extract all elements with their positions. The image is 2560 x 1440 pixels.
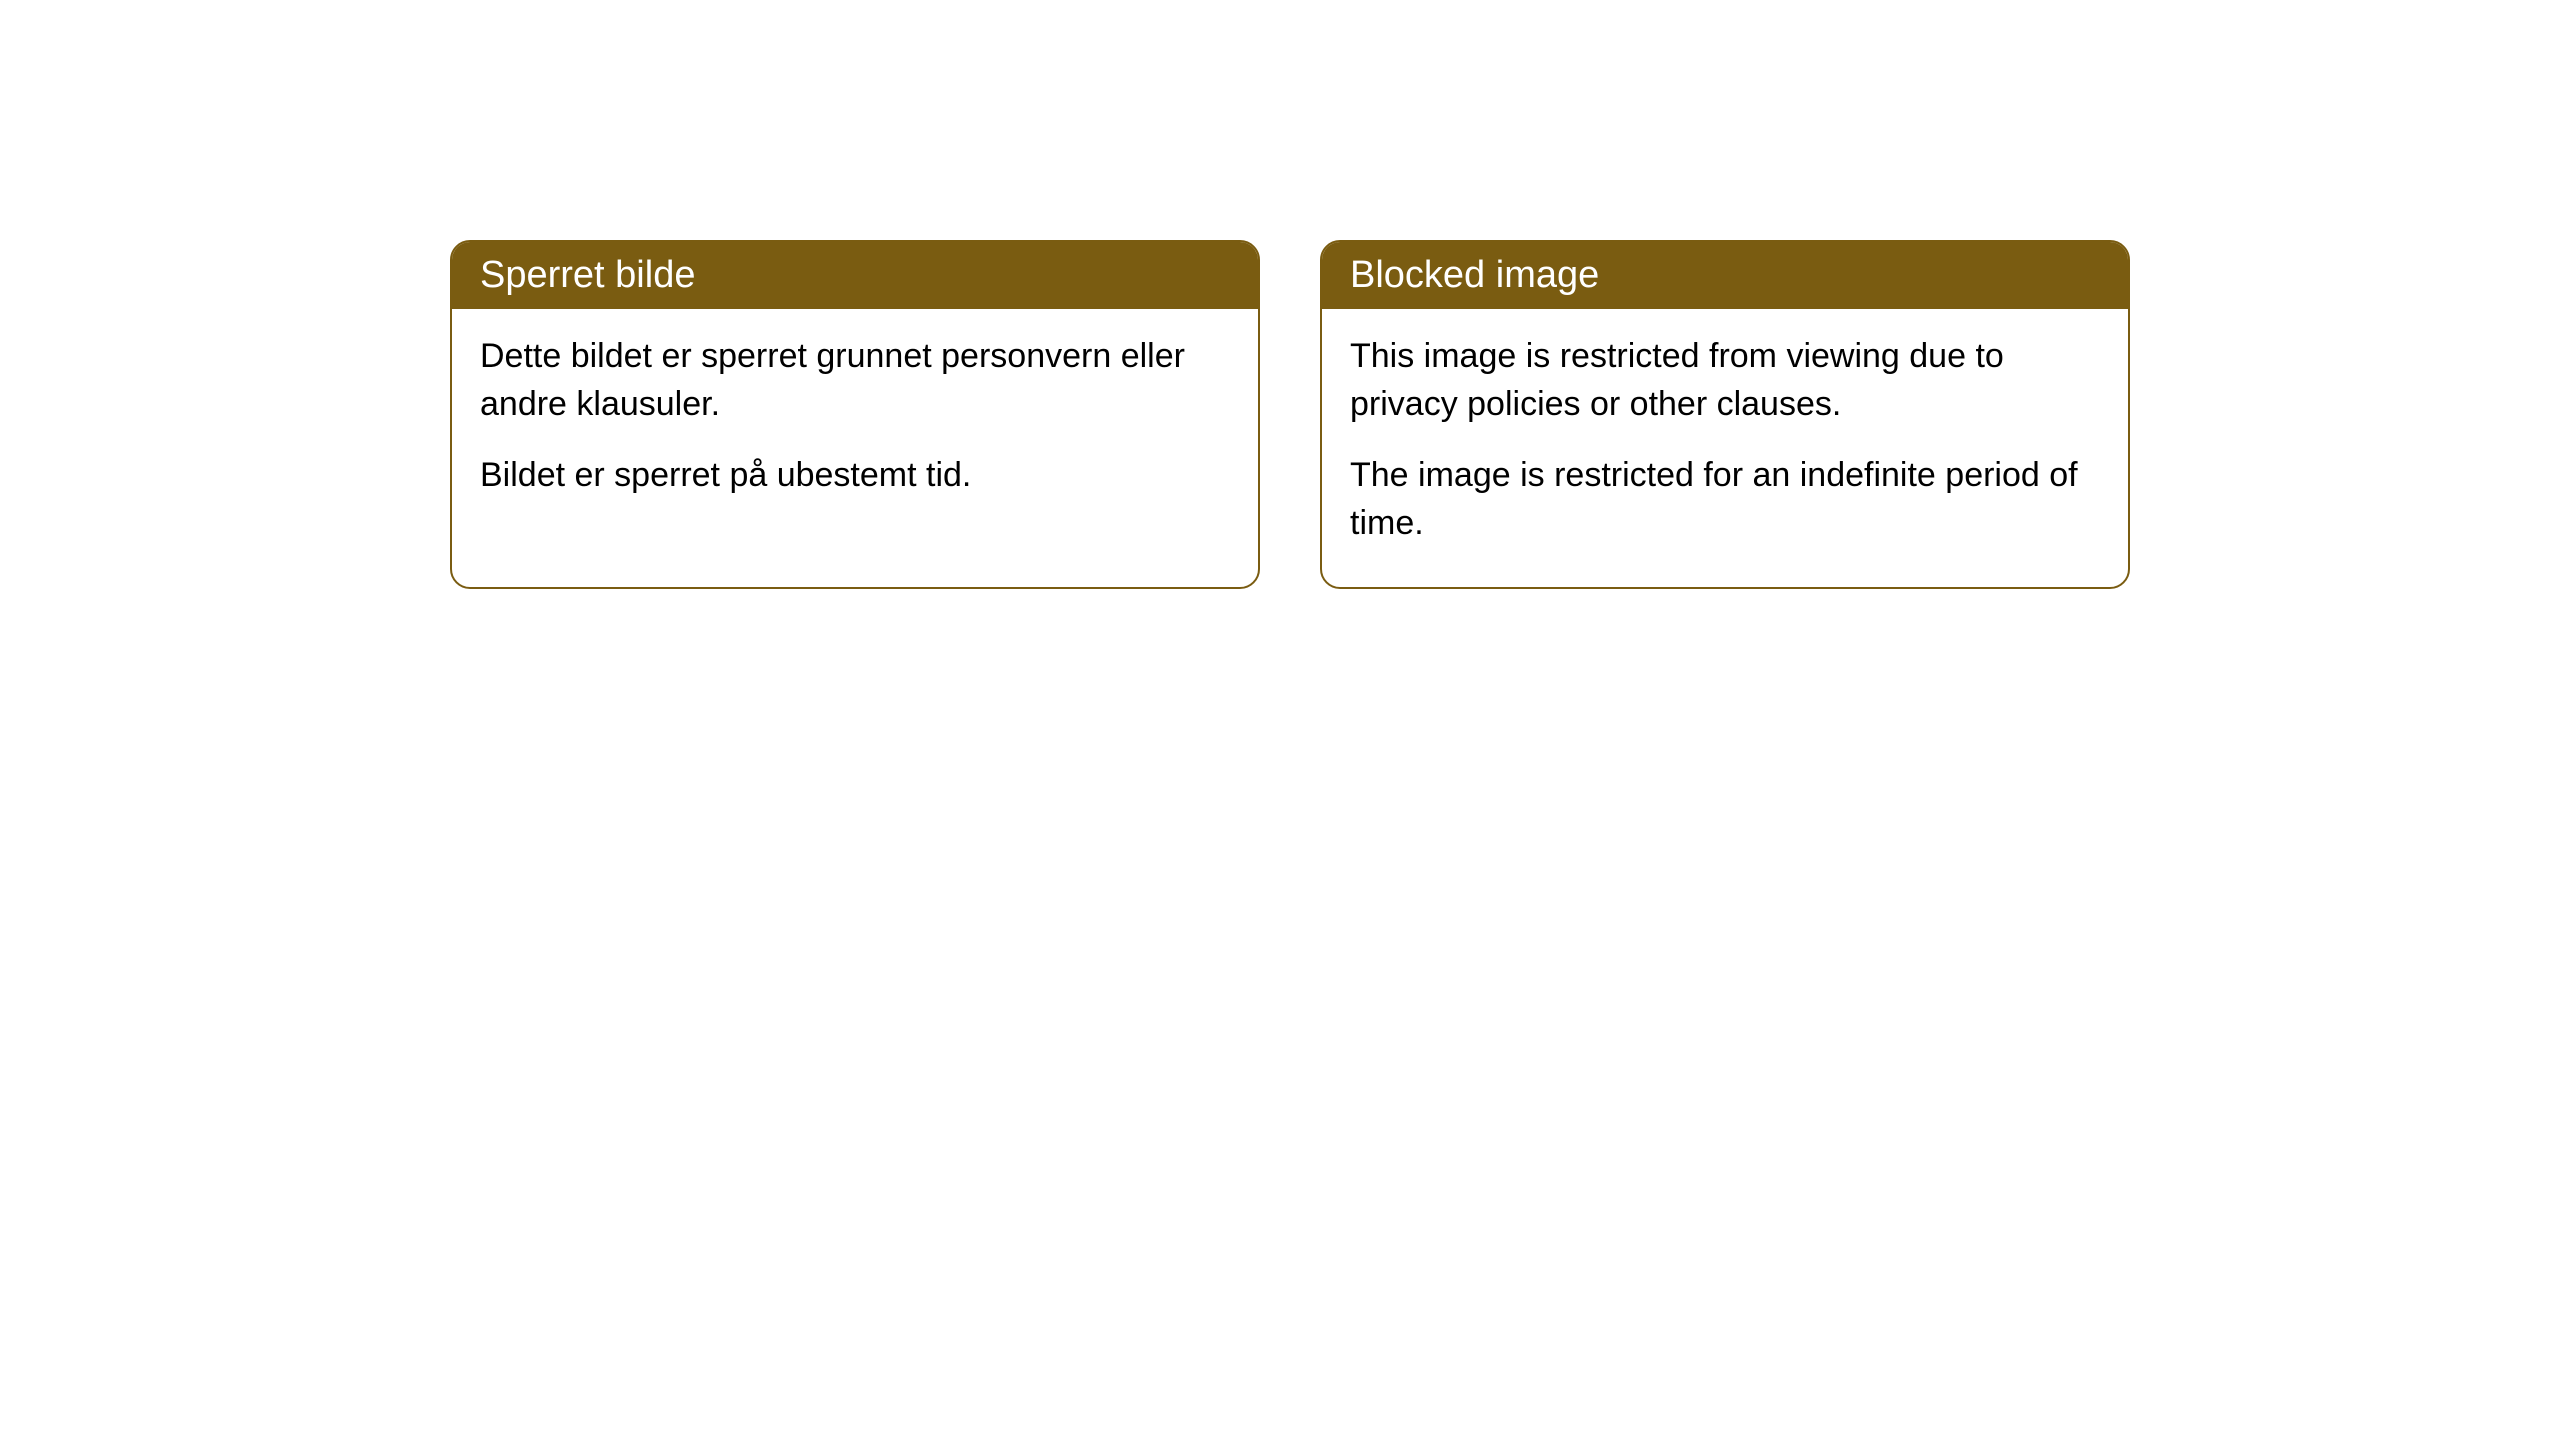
notice-card-norwegian: Sperret bilde Dette bildet er sperret gr… [450, 240, 1260, 589]
notice-cards-container: Sperret bilde Dette bildet er sperret gr… [450, 240, 2130, 589]
card-text-english-2: The image is restricted for an indefinit… [1350, 452, 2100, 547]
card-text-norwegian-1: Dette bildet er sperret grunnet personve… [480, 333, 1230, 428]
card-header-norwegian: Sperret bilde [452, 242, 1258, 309]
notice-card-english: Blocked image This image is restricted f… [1320, 240, 2130, 589]
card-body-english: This image is restricted from viewing du… [1322, 309, 2128, 587]
card-text-norwegian-2: Bildet er sperret på ubestemt tid. [480, 452, 1230, 500]
card-header-english: Blocked image [1322, 242, 2128, 309]
card-title-english: Blocked image [1350, 254, 1599, 296]
card-text-english-1: This image is restricted from viewing du… [1350, 333, 2100, 428]
card-body-norwegian: Dette bildet er sperret grunnet personve… [452, 309, 1258, 540]
card-title-norwegian: Sperret bilde [480, 254, 695, 296]
